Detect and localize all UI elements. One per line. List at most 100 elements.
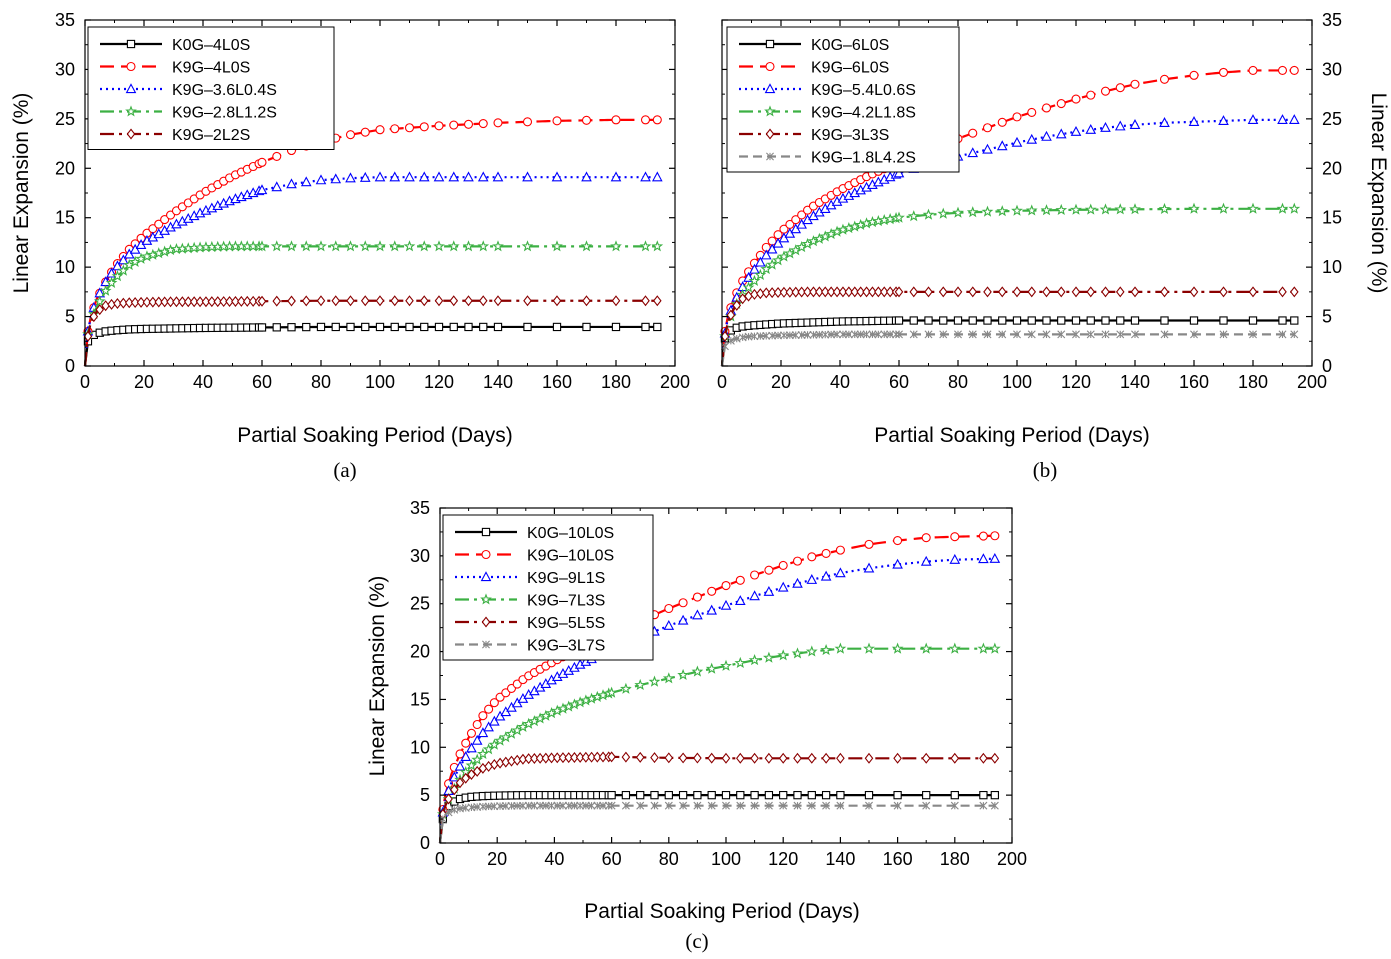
series-k9g-3.6l0.4s-line: [83, 176, 658, 367]
series-k9g-5l5s-point: [836, 752, 845, 764]
series-k9g-2l2s-point: [225, 296, 234, 308]
series-k0g-6l0s-line: [720, 319, 1295, 367]
series-k9g-2l2s-point: [360, 295, 370, 307]
series-k9g-9l1s-point: [792, 577, 803, 588]
series-k9g-2l2s-point: [405, 295, 414, 307]
series-k0g-4l0s-point: [346, 322, 355, 332]
legend-swatch-marker: [126, 61, 136, 72]
legend-item: K9G–3L3S: [739, 127, 889, 144]
legend-label: K9G–10L0S: [527, 548, 614, 565]
series-k9g-5.4l0.6s-point: [1026, 133, 1038, 144]
series-k9g-1.8l4.2s-point: [768, 331, 777, 340]
series-k9g-10l0s-point: [764, 565, 774, 575]
series-k9g-9l1s-point: [920, 555, 932, 566]
series-k0g-10l0s-point: [990, 790, 999, 800]
series-k9g-3l3s-point: [1027, 286, 1037, 298]
legend-label: K9G–5.4L0.6S: [811, 82, 916, 99]
series-k9g-2.8l1.2s-point: [651, 240, 664, 252]
series-k9g-4.2l1.8s-point: [1055, 203, 1068, 216]
series-k9g-3.6l0.4s-point: [345, 172, 356, 183]
series-k9g-2l2s-point: [119, 297, 128, 309]
series-k9g-9l1s-point: [477, 727, 489, 738]
y-tick-label: 30: [1322, 59, 1342, 79]
series-k9g-2l2s-point: [213, 296, 223, 308]
series-k9g-1.8l4.2s-point: [1027, 330, 1036, 339]
x-tick-label: 100: [1002, 372, 1032, 392]
series-k9g-5.4l0.6s-point: [766, 243, 778, 254]
series-k0g-4l0s-point: [653, 322, 662, 332]
series-k9g-2l2s-line: [83, 299, 658, 367]
series-k9g-5l5s-point: [472, 765, 482, 777]
legend-swatch-marker: [766, 152, 774, 161]
legend-label: K9G–1.8L4.2S: [811, 150, 916, 167]
series-k9g-7l3s-point: [763, 651, 775, 663]
series-k0g-4l0s: [83, 322, 662, 367]
series-k9g-7l3s-point: [620, 682, 632, 694]
series-k9g-3l3s-point: [797, 286, 806, 298]
legend-swatch-marker: [125, 83, 137, 94]
panel-b-ylabel: Linear Expansion (%): [1367, 93, 1390, 294]
series-k9g-2l2s-point: [552, 295, 562, 307]
series-k9g-4.2l1.8s-point: [1129, 203, 1141, 215]
series-k9g-4l0s-point: [581, 115, 592, 125]
series-k9g-3l7s-point: [444, 808, 453, 817]
series-k9g-4.2l1.8s-point: [1070, 203, 1082, 215]
series-k9g-2l2s: [83, 295, 662, 367]
x-tick-label: 20: [771, 372, 791, 392]
series-k9g-5.4l0.6s-point: [1055, 128, 1067, 139]
legend-box: [726, 26, 960, 173]
series-k9g-5l5s-point: [455, 777, 465, 789]
legend-swatch-marker: [765, 128, 775, 140]
series-k9g-2.8l1.2s-point: [374, 240, 386, 252]
series-k9g-1.8l4.2s-point: [862, 330, 871, 339]
x-tick-label: 60: [252, 372, 272, 392]
series-k9g-1.8l4.2s-line: [720, 333, 1295, 367]
series-k9g-3l7s-point: [950, 801, 959, 810]
series-k9g-2l2s-point: [142, 296, 152, 308]
legend-item: K9G–2L2S: [100, 127, 250, 144]
series-k9g-2l2s-point: [611, 295, 621, 307]
series-k0g-10l0s-point: [607, 790, 616, 800]
series-k9g-10l0s-point: [807, 552, 817, 562]
series-k9g-3l7s-point: [513, 801, 522, 810]
y-tick-label: 20: [410, 642, 430, 662]
series-k9g-3.6l0.4s-point: [640, 171, 651, 182]
series-k9g-4l0s-point: [160, 215, 170, 225]
series-k9g-3.6l0.4s-point: [271, 181, 283, 192]
y-tick-label: 25: [1322, 109, 1342, 129]
series-k9g-3l7s-point: [581, 801, 590, 810]
series-k0g-10l0s-point: [664, 790, 673, 800]
x-tick-label: 140: [825, 849, 855, 869]
series-k0g-10l0s-point: [721, 790, 731, 800]
series-k9g-4l0s-point: [449, 120, 459, 130]
series-k9g-2l2s-point: [154, 296, 164, 308]
panel-c-ylabel: Linear Expansion (%): [366, 576, 389, 777]
series-k9g-5l5s-point: [524, 753, 533, 765]
series-k9g-2.8l1.2s-point: [135, 252, 147, 264]
series-k0g-10l0s-point: [621, 790, 631, 800]
series-k9g-2.8l1.2s-point: [315, 240, 327, 252]
series-k9g-2.8l1.2s-point: [285, 240, 298, 252]
x-tick-label: 160: [1179, 372, 1209, 392]
series-k9g-3l3s: [720, 286, 1299, 367]
y-tick-label: 35: [55, 10, 75, 30]
series-k9g-5.4l0.6s-point: [1085, 123, 1097, 134]
series-k9g-3.6l0.4s-point: [551, 171, 563, 182]
series-k9g-3.6l0.4s-point: [389, 171, 401, 182]
series-k9g-2l2s-point: [390, 295, 400, 307]
series-k9g-3l3s-point: [826, 286, 836, 298]
legend-swatch-marker: [126, 128, 136, 140]
series-k9g-5.4l0.6s-point: [1159, 117, 1170, 127]
series-k0g-4l0s-point: [316, 322, 326, 332]
series-k9g-1.8l4.2s-point: [803, 330, 812, 339]
series-k9g-4.2l1.8s-point: [937, 207, 950, 219]
series-k9g-2.8l1.2s-point: [418, 240, 431, 252]
panel-b-label: (b): [1033, 458, 1058, 482]
x-tick-label: 140: [483, 372, 513, 392]
series-k9g-1.8l4.2s-point: [838, 330, 847, 339]
series-k9g-2l2s-point: [316, 295, 326, 307]
series-k9g-3l3s-line: [720, 290, 1295, 367]
legend-swatch-marker: [764, 105, 776, 117]
series-k9g-5l5s-point: [921, 752, 931, 764]
series-k9g-10l0s-point: [821, 548, 831, 559]
